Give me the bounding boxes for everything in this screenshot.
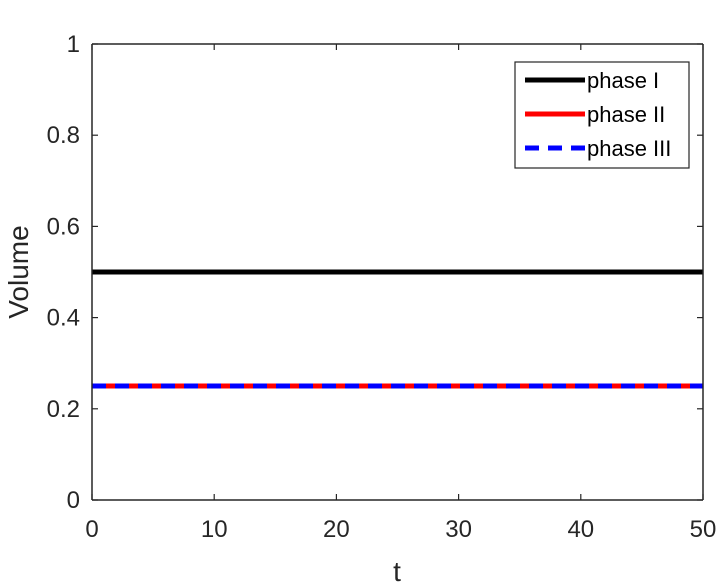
series-layer <box>92 269 703 389</box>
y-axis-title: Volume <box>3 225 34 318</box>
y-tick-label: 0.4 <box>47 305 80 332</box>
y-tick-label: 0.2 <box>47 396 80 423</box>
y-tick-label: 0.8 <box>47 122 80 149</box>
x-tick-label: 40 <box>567 516 594 543</box>
legend-label-3: phase III <box>587 136 671 161</box>
y-tick-label: 0 <box>67 487 80 514</box>
y-tick-label: 0.6 <box>47 213 80 240</box>
x-tick-label: 30 <box>445 516 472 543</box>
x-tick-label: 10 <box>201 516 228 543</box>
x-tick-label: 0 <box>85 516 98 543</box>
x-tick-label: 50 <box>690 516 717 543</box>
legend: phase I phase II phase III <box>514 61 690 169</box>
legend-label-1: phase I <box>587 68 659 93</box>
axes-layer <box>91 43 704 501</box>
x-axis-title: t <box>393 556 401 585</box>
legend-label-2: phase II <box>587 102 665 127</box>
ticks-layer: 0 10 20 30 40 50 0 0.2 0.4 0.6 0.8 1 <box>47 31 717 543</box>
y-tick-label: 1 <box>67 31 80 58</box>
x-tick-label: 20 <box>323 516 350 543</box>
